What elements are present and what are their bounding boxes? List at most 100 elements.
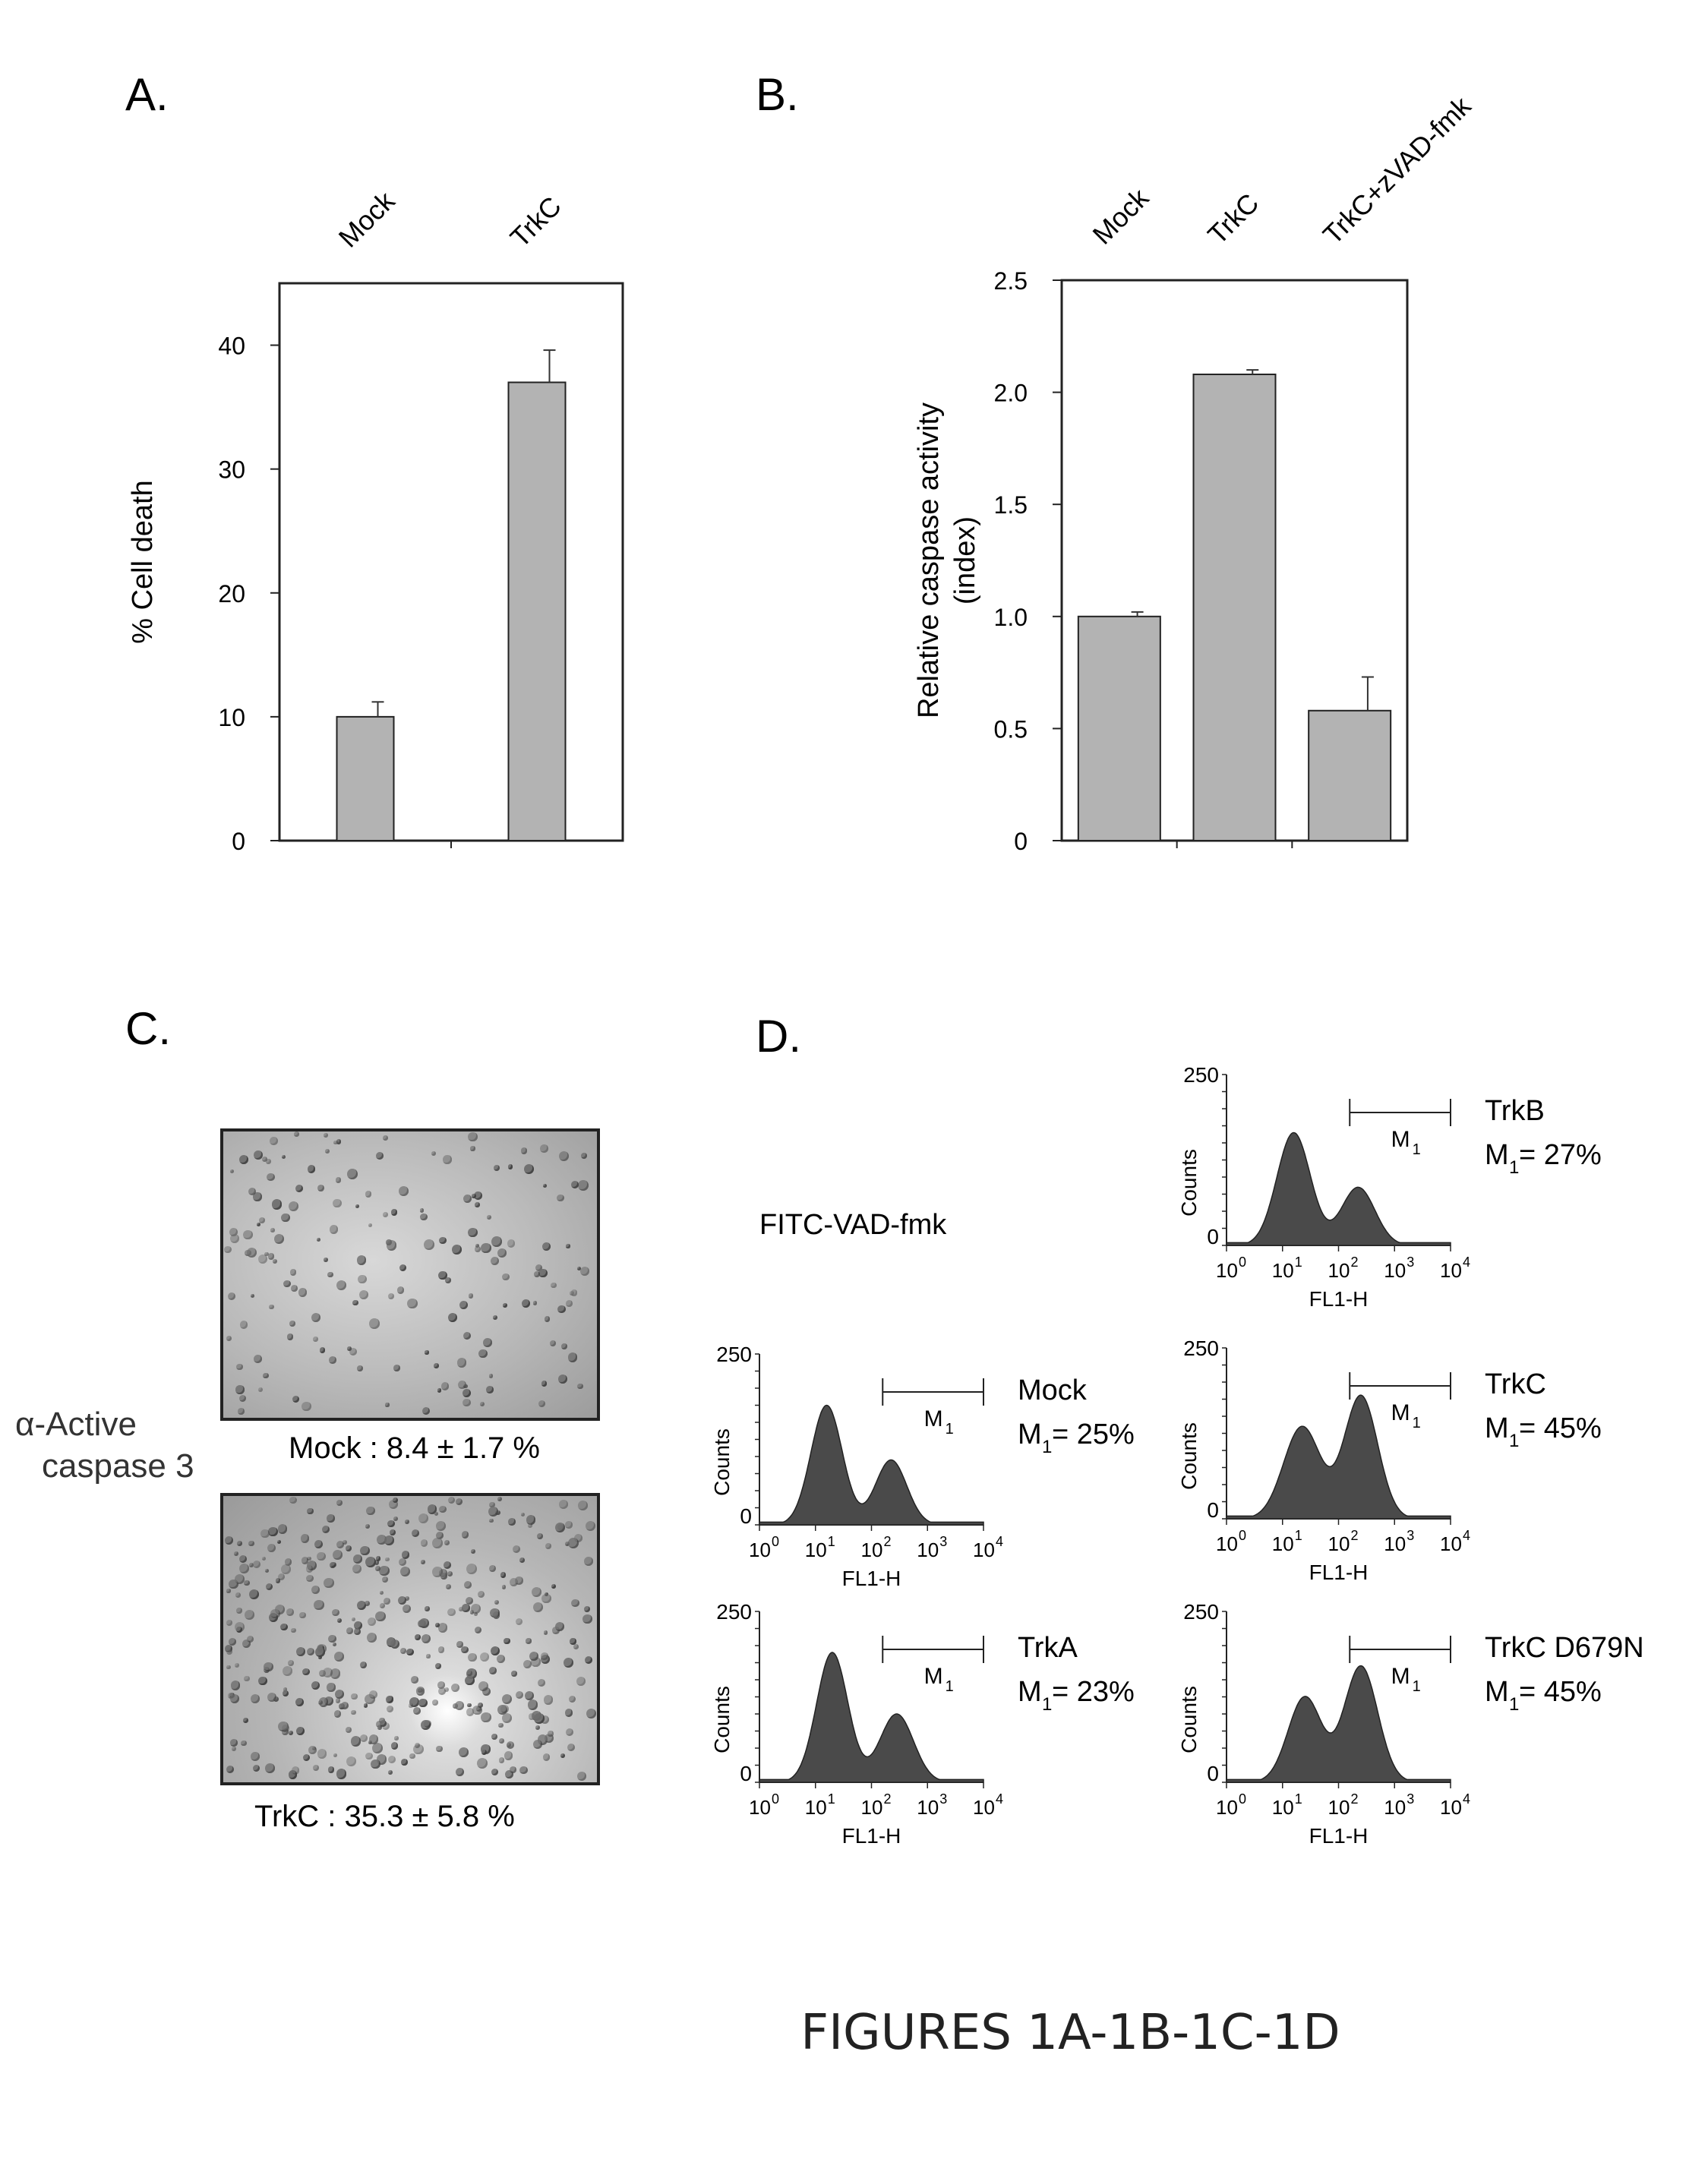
cell-speck [334, 1652, 344, 1662]
cell-speck [245, 1610, 254, 1620]
cell-speck [578, 1180, 589, 1191]
cell-speck [254, 1355, 262, 1363]
cell-speck [555, 1622, 564, 1631]
cell-speck [444, 1540, 450, 1545]
cell-speck [481, 1750, 488, 1756]
cell-speck [533, 1301, 538, 1305]
cell-speck [226, 1665, 230, 1669]
y-tick-label: 0 [740, 1504, 752, 1528]
cell-speck [437, 1388, 441, 1392]
gate-label: M [924, 1664, 943, 1689]
x-tick-exponent: 2 [1351, 1255, 1359, 1270]
cell-speck [311, 1681, 320, 1690]
histogram-trkc-d679n: 2500Counts100101102103104FL1-HM1TrkC D67… [1177, 1600, 1644, 1848]
cell-speck [317, 1749, 327, 1759]
cell-speck [584, 1557, 593, 1566]
cell-speck [231, 1681, 241, 1690]
cell-speck [497, 1655, 505, 1663]
cell-speck [302, 1668, 310, 1676]
cell-speck [235, 1574, 245, 1584]
cell-speck [459, 1747, 469, 1757]
y-axis-label: Counts [710, 1686, 734, 1753]
cell-speck [541, 1594, 551, 1604]
cell-speck [571, 1289, 578, 1296]
cell-speck [385, 1558, 390, 1562]
cell-speck [226, 1649, 232, 1655]
cell-speck [558, 1374, 567, 1384]
bar-chart-caspase-activity: 00.51.01.52.02.5MockTrkCTrkC+zVAD-fmkRel… [913, 90, 1477, 855]
cell-speck [467, 1671, 472, 1675]
cell-speck [265, 1763, 275, 1773]
flow-cytometry-panel: FITC-VAD-fmk2500Counts100101102103104FL1… [710, 1063, 1644, 1848]
cell-speck [543, 1753, 551, 1761]
cell-speck [371, 1760, 380, 1769]
cell-speck [533, 1602, 543, 1612]
cell-speck [315, 1647, 325, 1657]
cell-speck [537, 1533, 543, 1539]
cell-speck [456, 1641, 463, 1647]
cell-speck [296, 1727, 305, 1735]
cell-speck [360, 1546, 369, 1555]
cell-speck [467, 1703, 471, 1707]
cell-speck [226, 1589, 230, 1592]
x-tick-exponent: 2 [884, 1534, 892, 1549]
cell-speck [497, 1497, 502, 1501]
cell-speck [288, 1660, 294, 1666]
cell-speck [500, 1572, 507, 1578]
cell-speck [332, 1609, 339, 1617]
x-tick-label: 10 [1216, 1259, 1238, 1282]
cell-speck [543, 1184, 547, 1188]
cell-speck [448, 1497, 455, 1504]
cell-speck [391, 1209, 397, 1215]
cell-speck [466, 1597, 473, 1605]
cell-speck [498, 1723, 504, 1728]
cell-speck [550, 1340, 556, 1346]
cell-speck [343, 1540, 347, 1545]
cell-speck [478, 1349, 488, 1359]
cell-speck [451, 1684, 459, 1692]
cell-speck [411, 1676, 418, 1684]
cell-speck [397, 1286, 404, 1293]
cell-speck [464, 1581, 472, 1589]
gate-result-subscript: 1 [1509, 1431, 1519, 1451]
cell-speck [507, 1239, 515, 1247]
gate-result-label: M [1018, 1419, 1042, 1450]
cell-speck [331, 1562, 336, 1567]
cell-speck [291, 1628, 296, 1633]
cell-speck [241, 1741, 247, 1747]
cell-speck [573, 1644, 579, 1649]
cell-speck [336, 1698, 340, 1703]
cell-speck [409, 1753, 415, 1759]
cell-speck [586, 1709, 596, 1718]
x-tick-label: 10 [973, 1796, 995, 1819]
cell-speck [440, 1573, 447, 1580]
cell-speck [508, 1518, 516, 1526]
cell-speck [477, 1758, 488, 1769]
cell-speck [545, 1316, 551, 1322]
x-tick-label: 10 [1272, 1532, 1294, 1555]
cell-speck [504, 1638, 510, 1645]
cell-speck [380, 1591, 384, 1595]
y-tick-label: 0 [1207, 1762, 1219, 1785]
histogram-trka: 2500Counts100101102103104FL1-HM1TrkAM1 =… [710, 1600, 1135, 1848]
x-tick-label: 10 [1440, 1259, 1462, 1282]
cell-speck [513, 1545, 520, 1553]
cell-speck [328, 1766, 334, 1772]
cell-speck [400, 1648, 406, 1654]
cell-speck [544, 1630, 548, 1635]
gate-label: M [1391, 1127, 1410, 1152]
cell-speck [301, 1534, 309, 1542]
x-tick-exponent: 1 [828, 1791, 835, 1807]
cell-speck [456, 1768, 464, 1776]
cell-speck [519, 1766, 527, 1774]
cell-speck [292, 1766, 300, 1775]
cell-speck [489, 1565, 496, 1572]
cell-speck [324, 1578, 334, 1589]
cell-speck [360, 1662, 367, 1668]
cell-speck [324, 1258, 328, 1262]
gate-result-value: = 27% [1519, 1139, 1602, 1171]
cell-speck [365, 1601, 370, 1606]
cell-speck [229, 1638, 236, 1646]
cell-speck [424, 1720, 432, 1728]
x-tick-exponent: 2 [884, 1791, 892, 1807]
